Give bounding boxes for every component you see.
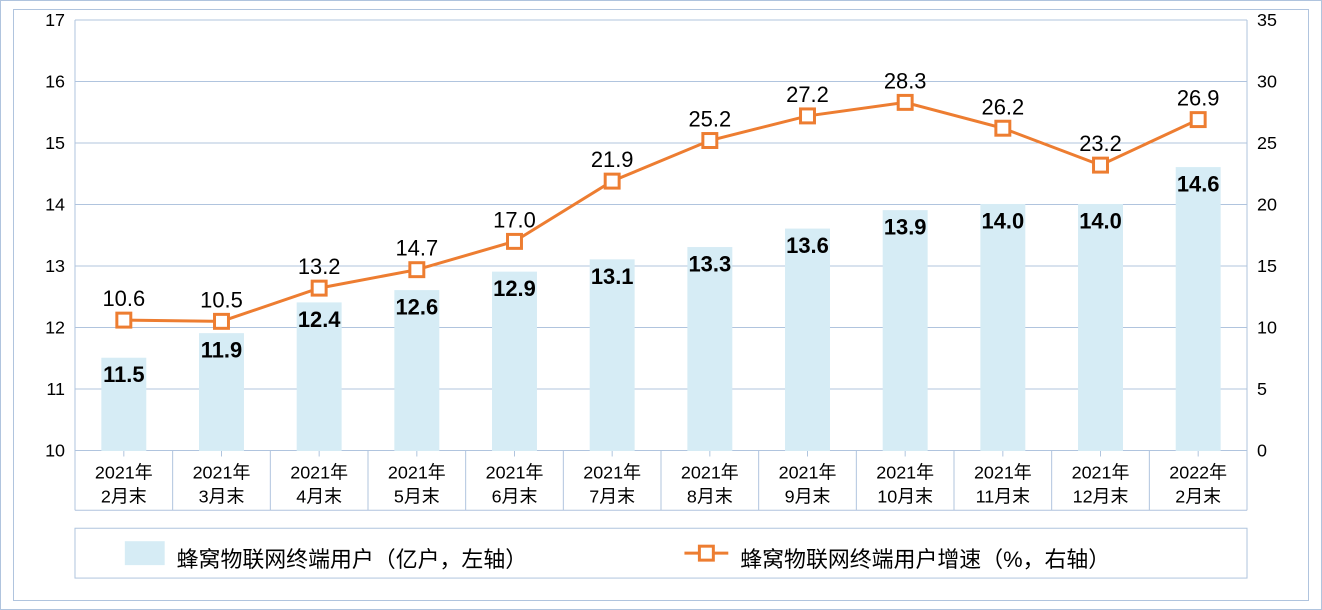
line-marker [215, 314, 229, 328]
svg-text:27.2: 27.2 [786, 82, 829, 107]
svg-text:10: 10 [1257, 317, 1277, 337]
line-marker [801, 109, 815, 123]
bar [883, 211, 927, 451]
svg-text:6月末: 6月末 [492, 486, 538, 506]
bar [981, 204, 1025, 450]
line-marker [312, 281, 326, 295]
svg-text:30: 30 [1257, 71, 1277, 91]
svg-text:15: 15 [1257, 256, 1277, 276]
svg-text:4月末: 4月末 [296, 486, 342, 506]
svg-text:5月末: 5月末 [394, 486, 440, 506]
svg-text:9月末: 9月末 [785, 486, 831, 506]
svg-text:11月末: 11月末 [976, 486, 1031, 506]
line-marker [703, 134, 717, 148]
svg-text:13.6: 13.6 [786, 233, 829, 258]
svg-text:2022年: 2022年 [1169, 462, 1227, 482]
line-marker [1191, 113, 1205, 127]
line-marker [996, 121, 1010, 135]
line-marker [605, 174, 619, 188]
svg-text:13.2: 13.2 [298, 254, 341, 279]
svg-text:2021年: 2021年 [193, 462, 251, 482]
svg-text:16: 16 [45, 71, 65, 91]
line-marker [410, 263, 424, 277]
svg-text:2021年: 2021年 [388, 462, 446, 482]
svg-text:2021年: 2021年 [95, 462, 153, 482]
svg-text:26.9: 26.9 [1177, 86, 1220, 111]
svg-text:0: 0 [1257, 440, 1267, 460]
line-series [124, 102, 1198, 321]
svg-text:2021年: 2021年 [974, 462, 1032, 482]
svg-text:10.5: 10.5 [200, 287, 243, 312]
svg-text:11.9: 11.9 [201, 338, 242, 363]
svg-text:10: 10 [45, 440, 65, 460]
bar [1176, 168, 1220, 451]
svg-text:3月末: 3月末 [199, 486, 245, 506]
svg-text:2021年: 2021年 [1072, 462, 1130, 482]
svg-text:2月末: 2月末 [1175, 486, 1221, 506]
svg-text:23.2: 23.2 [1079, 131, 1122, 156]
legend-label-line: 蜂窝物联网终端用户增速（%，右轴） [740, 547, 1110, 572]
svg-text:2021年: 2021年 [876, 462, 934, 482]
legend-label-bar: 蜂窝物联网终端用户（亿户，左轴） [177, 547, 527, 572]
svg-text:21.9: 21.9 [591, 147, 634, 172]
line-marker [117, 313, 131, 327]
bar [1079, 204, 1123, 450]
chart-inner-frame: 10 11 12 13 14 15 16 17 0 5 10 15 20 25 30 35 2021年 2月末 20… [13, 9, 1309, 601]
svg-text:10月末: 10月末 [877, 486, 933, 506]
chart-outer-frame: 10 11 12 13 14 15 16 17 0 5 10 15 20 25 30 35 2021年 2月末 20… [0, 0, 1322, 610]
svg-text:11: 11 [46, 379, 65, 399]
svg-text:5: 5 [1257, 379, 1267, 399]
svg-text:26.2: 26.2 [982, 94, 1025, 119]
svg-text:2021年: 2021年 [779, 462, 837, 482]
svg-text:2021年: 2021年 [290, 462, 348, 482]
svg-text:14.0: 14.0 [1079, 208, 1122, 233]
line-marker [508, 234, 522, 248]
svg-text:28.3: 28.3 [884, 68, 927, 93]
svg-text:7月末: 7月末 [589, 486, 635, 506]
bar [786, 229, 830, 450]
legend-line-marker [699, 546, 713, 560]
svg-text:14: 14 [45, 194, 65, 214]
chart-svg: 10 11 12 13 14 15 16 17 0 5 10 15 20 25 30 35 2021年 2月末 20… [14, 10, 1308, 600]
svg-text:14.7: 14.7 [396, 236, 439, 261]
svg-text:17.0: 17.0 [493, 207, 536, 232]
svg-text:12: 12 [45, 317, 65, 337]
svg-text:15: 15 [45, 133, 65, 153]
svg-text:17: 17 [45, 10, 65, 30]
svg-text:13: 13 [45, 256, 65, 276]
line-marker [898, 95, 912, 109]
line-marker [1094, 158, 1108, 172]
svg-text:10.6: 10.6 [103, 286, 146, 311]
svg-text:11.5: 11.5 [103, 362, 144, 387]
svg-text:2021年: 2021年 [681, 462, 739, 482]
svg-text:20: 20 [1257, 194, 1277, 214]
svg-text:2021年: 2021年 [486, 462, 544, 482]
svg-text:25: 25 [1257, 133, 1277, 153]
svg-text:25.2: 25.2 [689, 107, 732, 132]
svg-text:12.9: 12.9 [493, 276, 536, 301]
svg-text:13.1: 13.1 [591, 264, 634, 289]
svg-text:2月末: 2月末 [101, 486, 147, 506]
legend-swatch-bar [125, 541, 165, 565]
svg-text:12月末: 12月末 [1073, 486, 1129, 506]
svg-text:35: 35 [1257, 10, 1277, 30]
svg-text:13.3: 13.3 [689, 251, 732, 276]
svg-text:14.6: 14.6 [1177, 171, 1220, 196]
bar [688, 248, 732, 451]
svg-text:14.0: 14.0 [982, 208, 1025, 233]
svg-text:12.4: 12.4 [298, 307, 341, 332]
svg-text:8月末: 8月末 [687, 486, 733, 506]
svg-text:13.9: 13.9 [884, 215, 927, 240]
svg-text:2021年: 2021年 [583, 462, 641, 482]
svg-text:12.6: 12.6 [396, 295, 439, 320]
